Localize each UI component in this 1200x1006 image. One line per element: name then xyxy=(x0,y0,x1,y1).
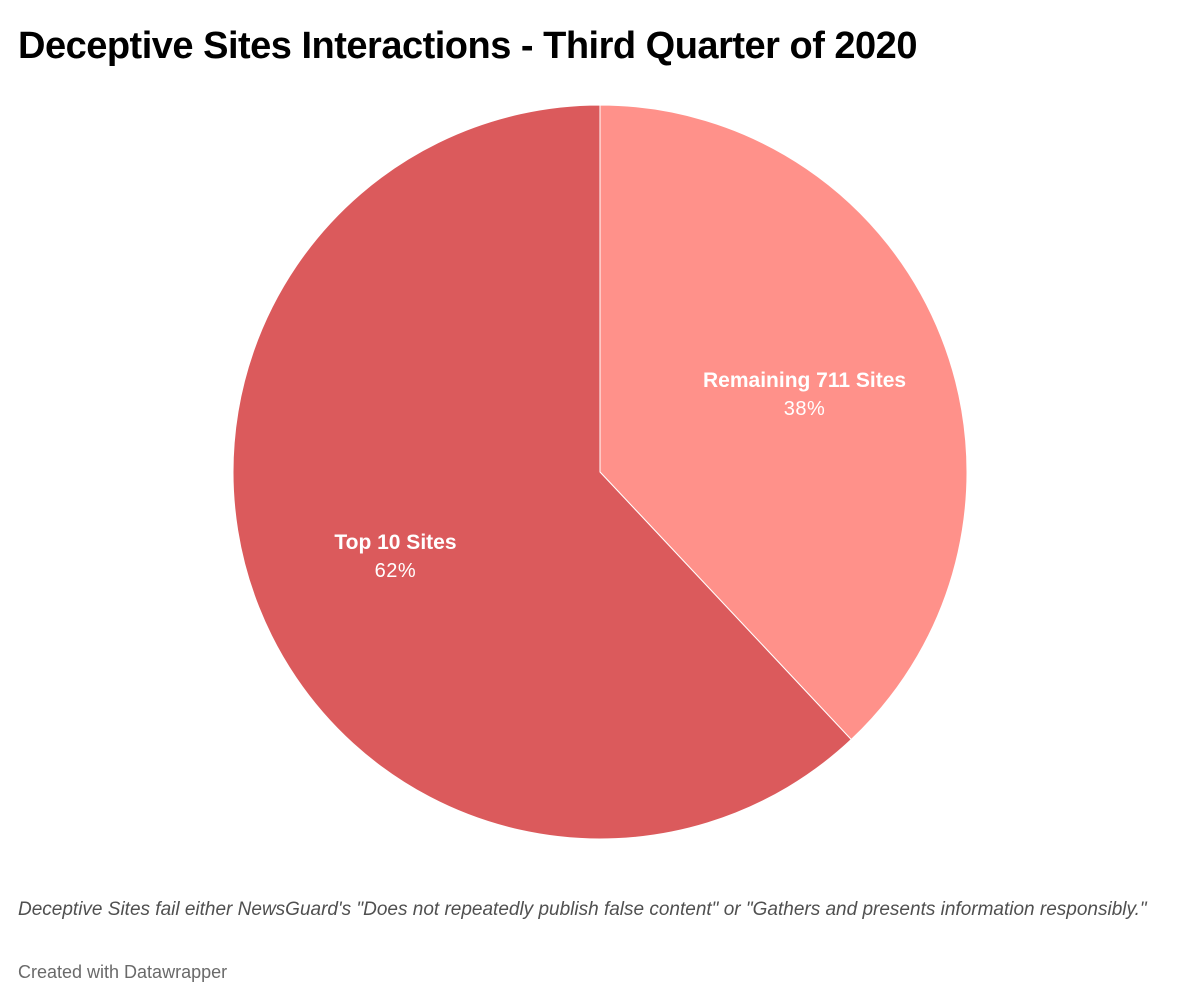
slice-value-label: 38% xyxy=(784,398,826,420)
slice-value-label: 62% xyxy=(375,560,417,582)
pie-slice-top-10-sites xyxy=(232,104,852,840)
chart-credit: Created with Datawrapper xyxy=(18,962,228,982)
slice-label: Top 10 Sites xyxy=(334,531,456,554)
chart-title: Deceptive Sites Interactions - Third Qua… xyxy=(18,25,917,67)
pie-slice-remaining-711-sites xyxy=(599,104,968,741)
chart-notes: Deceptive Sites fail either NewsGuard's … xyxy=(18,899,1147,920)
slice-label: Remaining 711 Sites xyxy=(703,369,906,392)
